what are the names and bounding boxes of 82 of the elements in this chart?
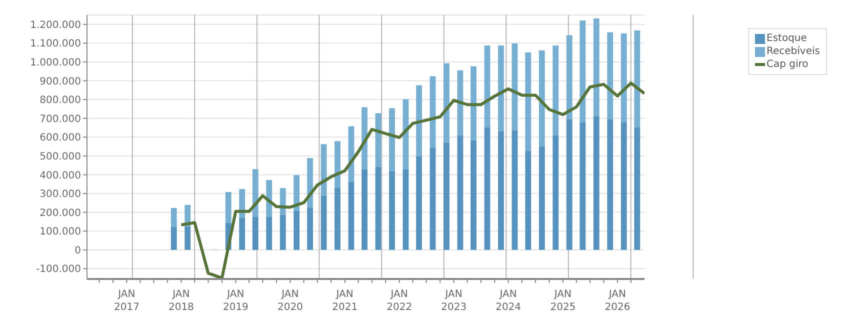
bar <box>538 50 545 146</box>
y-tick-label: 400.000 <box>40 170 81 182</box>
y-tick-label: 1.000.000 <box>30 58 81 69</box>
bar <box>348 182 354 250</box>
y-tick-label: 0 <box>74 245 81 256</box>
y-tick-label: 800.000 <box>40 95 81 106</box>
x-tick-label: JAN 2024 <box>496 289 522 313</box>
bar <box>470 66 476 140</box>
x-tick-label: JAN 2026 <box>604 289 630 313</box>
bar <box>389 108 395 172</box>
x-tick-label: JAN 2019 <box>222 289 248 313</box>
bar <box>457 135 464 250</box>
bar <box>334 188 340 250</box>
bar <box>607 119 614 250</box>
bar <box>252 216 258 250</box>
bar <box>239 218 246 250</box>
bar <box>498 131 504 250</box>
y-tick-label: 1.200.000 <box>30 20 81 31</box>
y-tick-label: 100.000 <box>40 226 81 238</box>
bar <box>470 140 476 250</box>
x-tick-label: JAN 2020 <box>277 289 303 313</box>
bar <box>634 127 640 250</box>
bar <box>239 188 246 218</box>
x-tick-label: JAN 2021 <box>332 289 358 313</box>
bar <box>320 196 327 250</box>
bar <box>184 226 191 250</box>
bar <box>566 35 572 120</box>
bar <box>634 30 640 128</box>
bar <box>375 167 382 250</box>
bar <box>512 130 518 250</box>
bar <box>307 158 313 208</box>
bar <box>620 33 627 122</box>
bar <box>620 122 627 250</box>
bar <box>294 175 300 211</box>
bar <box>266 216 272 250</box>
bar <box>170 208 177 227</box>
bar <box>593 116 600 250</box>
bar <box>593 18 600 116</box>
legend-label: Estoque <box>766 33 807 44</box>
bar <box>334 141 340 188</box>
legend-label: Cap giro <box>766 59 808 70</box>
x-tick-label: JAN 2023 <box>441 289 467 313</box>
bar <box>307 208 313 250</box>
y-tick-label: 700.000 <box>40 114 81 125</box>
bar <box>416 85 422 156</box>
bar <box>580 20 586 122</box>
legend-label: Recebíveis <box>766 46 820 57</box>
bar <box>280 214 286 250</box>
bar <box>525 52 532 152</box>
bar <box>362 169 368 250</box>
x-tick-label: JAN 2017 <box>114 289 140 313</box>
bar <box>170 226 177 250</box>
bar <box>525 151 532 250</box>
x-tick-label: JAN 2022 <box>386 289 412 313</box>
bar <box>552 135 559 250</box>
bar <box>538 146 545 250</box>
bar <box>362 107 368 170</box>
x-tick-label: JAN 2018 <box>168 289 194 313</box>
line-series <box>180 82 644 279</box>
y-tick-label: 900.000 <box>40 76 81 88</box>
bar <box>252 169 258 217</box>
bar <box>484 127 490 250</box>
bar <box>566 119 572 250</box>
bar <box>607 32 614 120</box>
bar <box>552 45 559 136</box>
y-tick-label: 1.100.000 <box>30 38 81 50</box>
bar <box>580 122 586 250</box>
y-tick-label: -100.000 <box>36 264 81 276</box>
y-tick-label: 200.000 <box>40 208 81 219</box>
bar <box>225 192 232 224</box>
x-tick-label: JAN 2025 <box>550 289 576 313</box>
bar <box>294 210 300 250</box>
bar <box>444 142 450 250</box>
y-tick-label: 300.000 <box>40 189 81 200</box>
bar <box>402 169 409 250</box>
bar <box>498 45 504 132</box>
bar <box>444 63 450 142</box>
y-tick-label: 600.000 <box>40 132 81 144</box>
bar <box>416 156 422 250</box>
bar <box>389 171 395 250</box>
y-tick-label: 500.000 <box>40 151 81 162</box>
bar <box>430 148 436 250</box>
